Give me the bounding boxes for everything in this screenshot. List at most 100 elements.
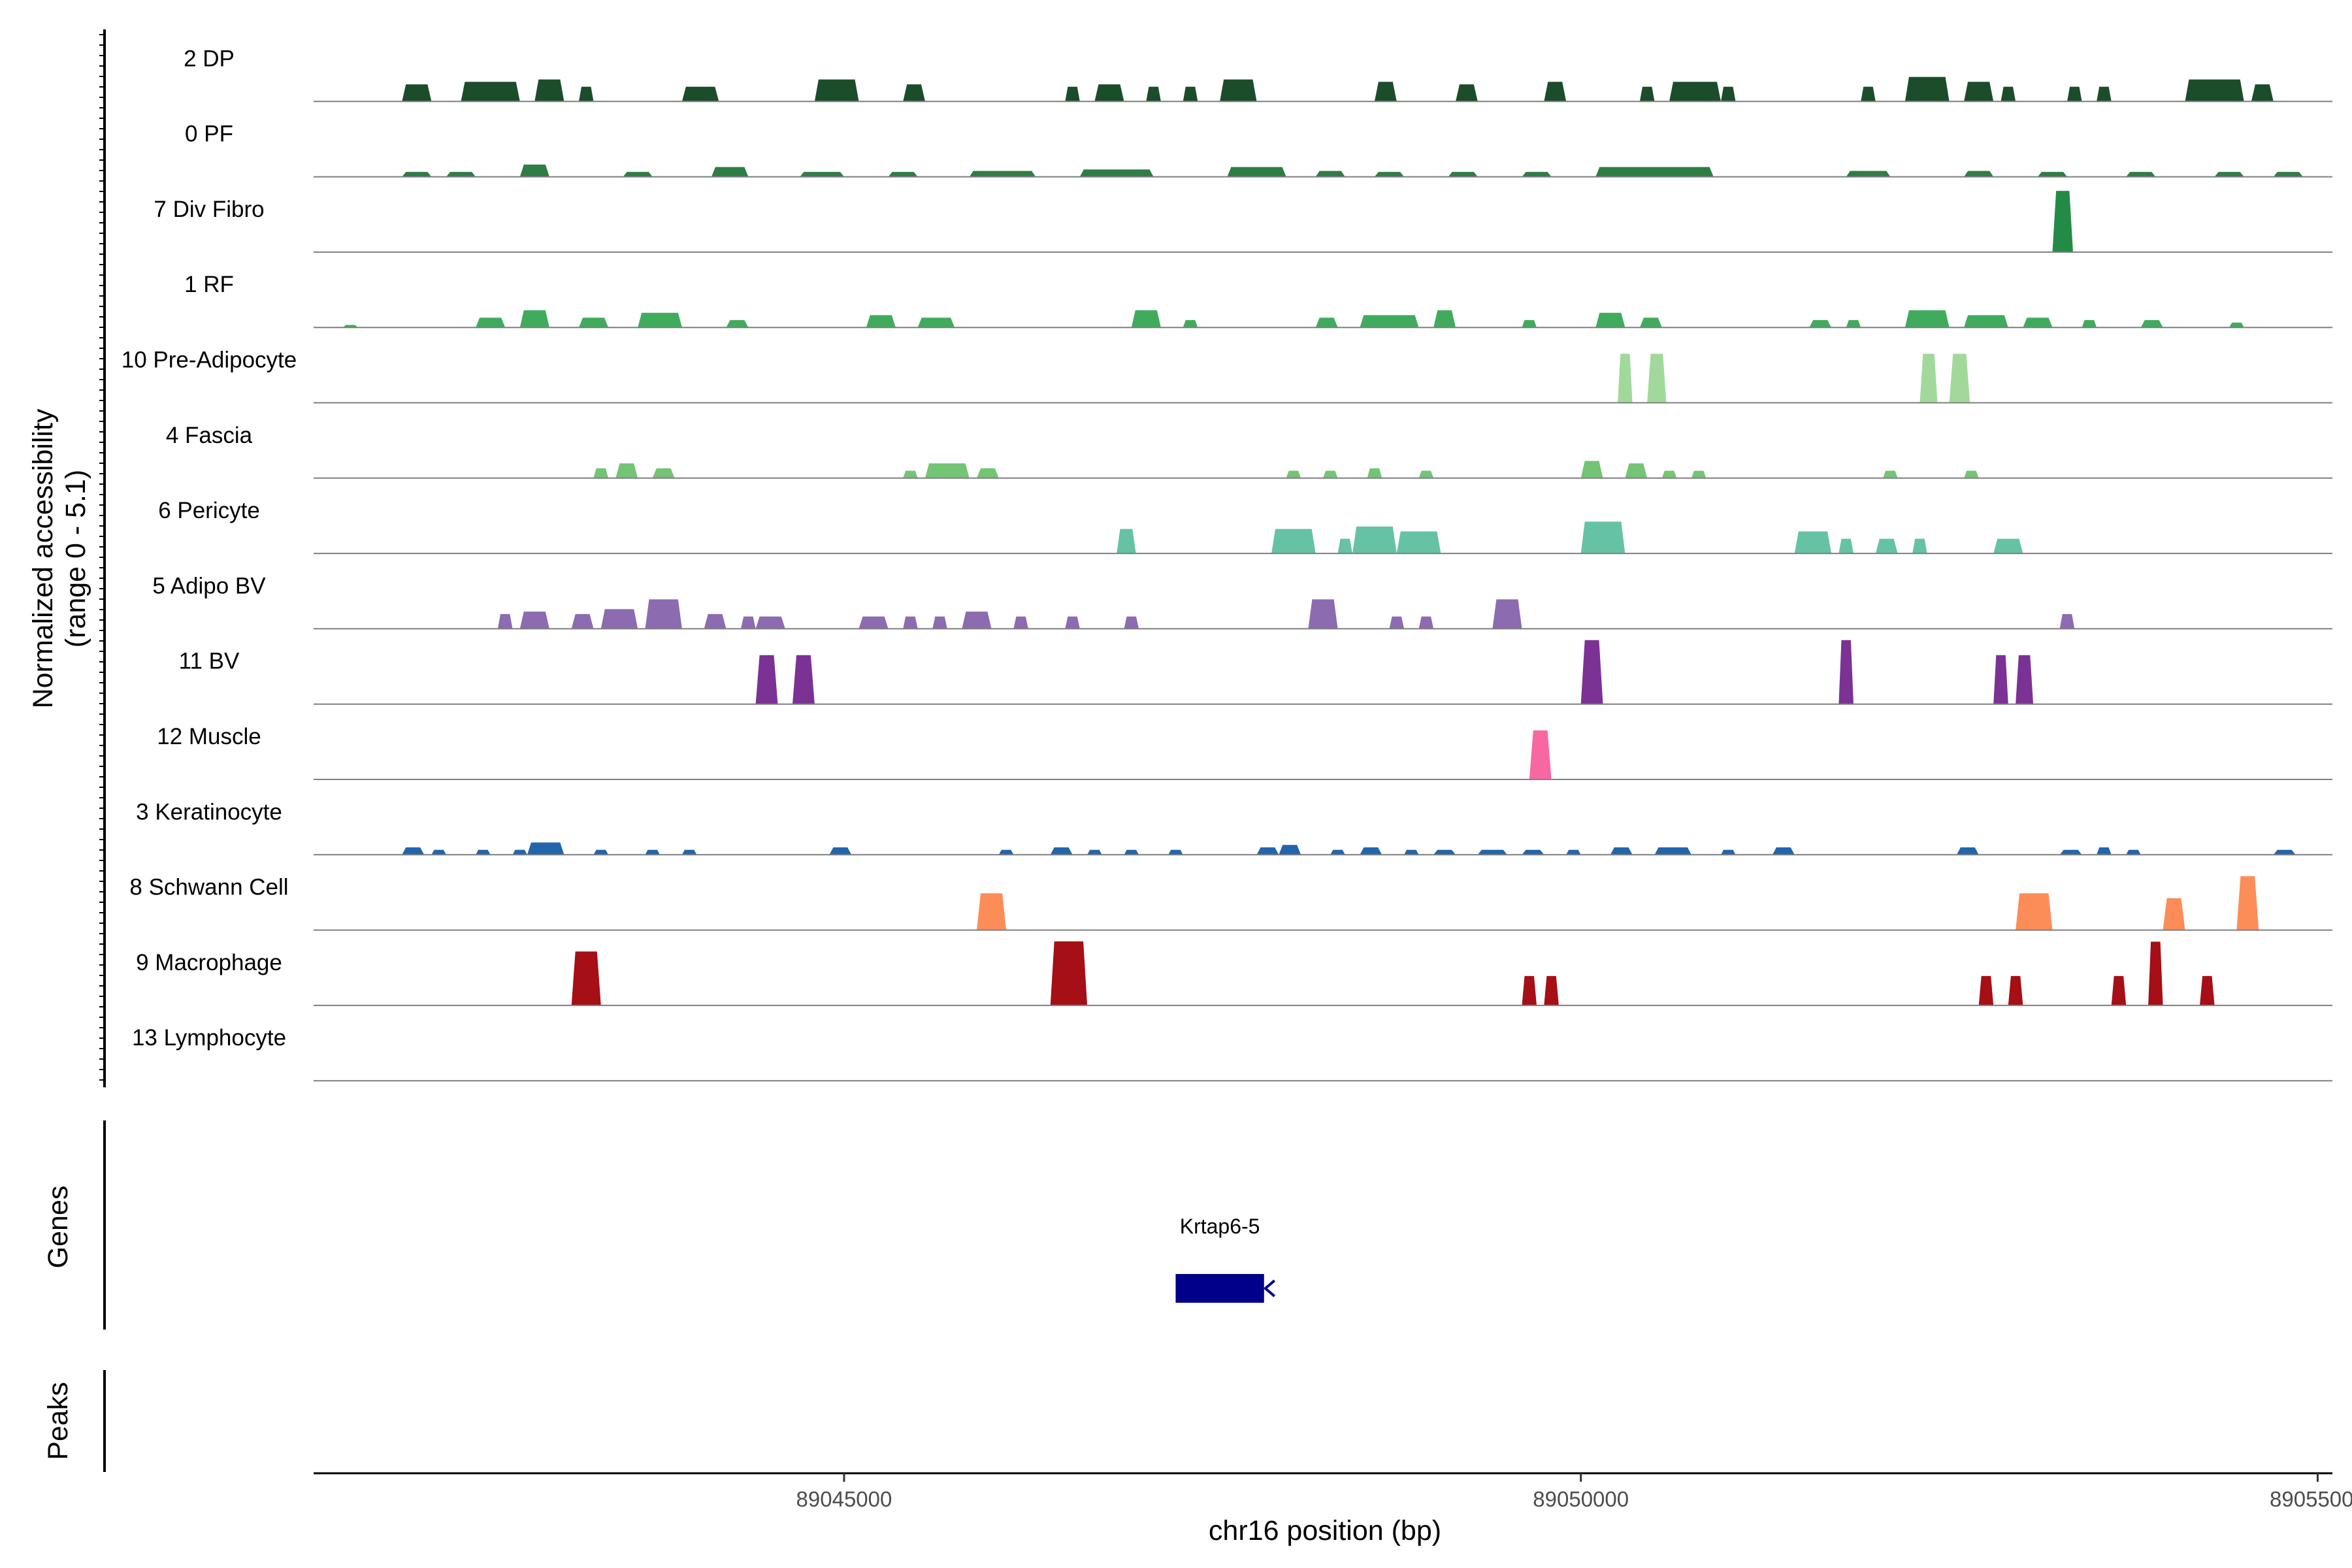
accessibility-peak (998, 849, 1014, 855)
track-8: 5 Adipo BV (152, 573, 2332, 630)
accessibility-peak (2023, 318, 2053, 328)
accessibility-peak (1367, 468, 1382, 478)
accessibility-peak (829, 847, 852, 855)
track-label: 2 DP (184, 46, 235, 71)
accessibility-peak (1846, 171, 1891, 177)
accessibility-peak (1522, 172, 1552, 177)
track-label: 10 Pre-Adipocyte (122, 348, 297, 373)
peaks-panel-title: Peaks (42, 1382, 74, 1460)
accessibility-peak (2052, 191, 2073, 252)
accessibility-peak (1721, 86, 1736, 102)
accessibility-peak (623, 172, 653, 177)
accessibility-peak (741, 616, 756, 629)
accessibility-peak (1323, 470, 1338, 478)
accessibility-peak (1919, 353, 1938, 403)
accessibility-peak (1330, 849, 1345, 855)
accessibility-peak (645, 599, 682, 629)
track-label: 5 Adipo BV (152, 573, 266, 598)
accessibility-peak (461, 82, 520, 102)
accessibility-peak (711, 167, 749, 177)
accessibility-peak (645, 849, 660, 855)
accessibility-peak (519, 164, 549, 177)
accessibility-peak (1904, 76, 1950, 102)
x-axis: 89045000 89050000 89055000 (314, 1472, 2352, 1511)
accessibility-peak (1168, 849, 1183, 855)
accessibility-peak (1625, 463, 1648, 478)
accessibility-peak (1610, 847, 1633, 855)
accessibility-peak (1993, 538, 2023, 554)
accessibility-peak (1360, 847, 1382, 855)
accessibility-peak (1220, 79, 1257, 102)
accessibility-peak (593, 849, 609, 855)
accessibility-peak (1964, 82, 1994, 102)
accessibility-peak (1050, 847, 1073, 855)
accessibility-peak (1964, 470, 1979, 478)
x-tick-label: 89045000 (796, 1487, 892, 1511)
track-label: 6 Pericyte (158, 498, 260, 523)
accessibility-peak (1477, 849, 1507, 855)
accessibility-peak (527, 842, 564, 855)
accessibility-peak (1721, 849, 1736, 855)
accessibility-peak (755, 655, 778, 704)
accessibility-peak (1492, 599, 1522, 629)
accessibility-peak (1978, 975, 1994, 1005)
accessibility-peak (1374, 82, 1397, 102)
accessibility-peak (1809, 319, 1832, 328)
accessibility-peak (1964, 315, 2008, 328)
y-axis-subtitle: (range 0 - 5.1) (60, 470, 91, 647)
accessibility-peak (1904, 310, 1950, 328)
accessibility-peak (2126, 172, 2156, 177)
gene-annotations: Krtap6-5 (1175, 1215, 1276, 1303)
accessibility-peak (600, 609, 638, 629)
track-3: 7 Div Fibro (154, 191, 2332, 253)
accessibility-peak (638, 312, 682, 328)
accessibility-peak (1433, 310, 1456, 328)
accessibility-peak (1433, 849, 1456, 855)
accessibility-peak (1639, 318, 1662, 328)
accessibility-peak (1647, 353, 1667, 403)
accessibility-peak (1595, 167, 1714, 177)
accessibility-peak (579, 318, 609, 328)
accessibility-peak (1279, 845, 1301, 855)
track-label: 8 Schwann Cell (129, 875, 288, 900)
accessibility-peak (2097, 847, 2112, 855)
accessibility-peak (2016, 893, 2053, 930)
accessibility-peak (2059, 613, 2075, 629)
accessibility-peak (1271, 529, 1316, 554)
track-4: 1 RF (184, 272, 2332, 329)
gene-label: Krtap6-5 (1180, 1215, 1260, 1238)
accessibility-peak (1079, 169, 1154, 177)
accessibility-peak (1256, 847, 1279, 855)
y-axis-title: Normalized accessibility (27, 408, 59, 708)
accessibility-peak (1949, 353, 1970, 403)
accessibility-peak (888, 172, 918, 177)
accessibility-peak (1691, 470, 1707, 478)
accessibility-peak (579, 86, 594, 102)
track-2: 0 PF (185, 122, 2332, 178)
accessibility-peak (1183, 319, 1198, 328)
accessibility-peak (1227, 167, 1286, 177)
accessibility-peak (1964, 171, 1994, 177)
accessibility-peak (1315, 318, 1338, 328)
track-label: 9 Macrophage (136, 950, 282, 975)
accessibility-peak (800, 172, 844, 177)
accessibility-peak (2163, 898, 2185, 930)
accessibility-peak (932, 616, 947, 629)
accessibility-peak (962, 612, 992, 629)
coverage-y-axis (99, 29, 106, 1088)
accessibility-peak (1566, 849, 1581, 855)
accessibility-peak (1117, 529, 1136, 554)
accessibility-peak (1522, 975, 1537, 1005)
accessibility-peak (1337, 538, 1353, 554)
accessibility-peak (1838, 538, 1854, 554)
accessibility-peak (1094, 84, 1124, 102)
track-11: 3 Keratinocyte (136, 799, 2332, 856)
accessibility-peak (1654, 847, 1691, 855)
accessibility-peak (755, 616, 785, 629)
accessibility-peak (593, 468, 609, 478)
accessibility-peak (814, 79, 859, 102)
track-12: 8 Schwann Cell (129, 875, 2332, 931)
accessibility-peak (2037, 172, 2067, 177)
accessibility-peak (2097, 86, 2112, 102)
